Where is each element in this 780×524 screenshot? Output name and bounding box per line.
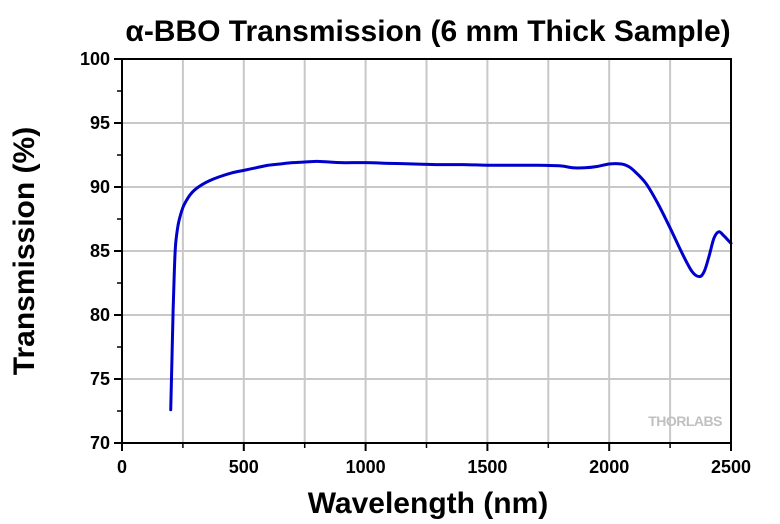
x-tick-label: 0 [117, 457, 127, 477]
y-tick-label: 85 [90, 241, 110, 261]
chart-title-main: -BBO Transmission (6 mm Thick Sample) [144, 15, 731, 48]
y-tick-label: 100 [80, 49, 110, 69]
x-tick-label: 2500 [711, 457, 751, 477]
tick-layer: 0 500 1000 1500 2000 2500 70 75 80 85 90 95 100 [80, 49, 751, 477]
y-tick-label: 80 [90, 305, 110, 325]
y-tick-label: 75 [90, 369, 110, 389]
y-tick-label: 95 [90, 113, 110, 133]
y-tick-label: 70 [90, 433, 110, 453]
y-tick-label: 90 [90, 177, 110, 197]
x-tick-label: 1000 [346, 457, 386, 477]
chart-title-prefix: α [125, 15, 144, 48]
chart-title: α-BBO Transmission (6 mm Thick Sample) [125, 15, 730, 48]
x-tick-label: 1500 [467, 457, 507, 477]
series-layer [169, 159, 733, 412]
plot-frame [121, 58, 732, 444]
grid-layer [122, 59, 731, 443]
x-tick-label: 2000 [589, 457, 629, 477]
thorlabs-logo: THORLABS [648, 413, 722, 429]
y-axis-label: Transmission (%) [8, 127, 41, 375]
transmission-series-line [169, 159, 733, 412]
x-tick-label: 500 [229, 457, 259, 477]
x-axis-label: Wavelength (nm) [308, 487, 549, 520]
